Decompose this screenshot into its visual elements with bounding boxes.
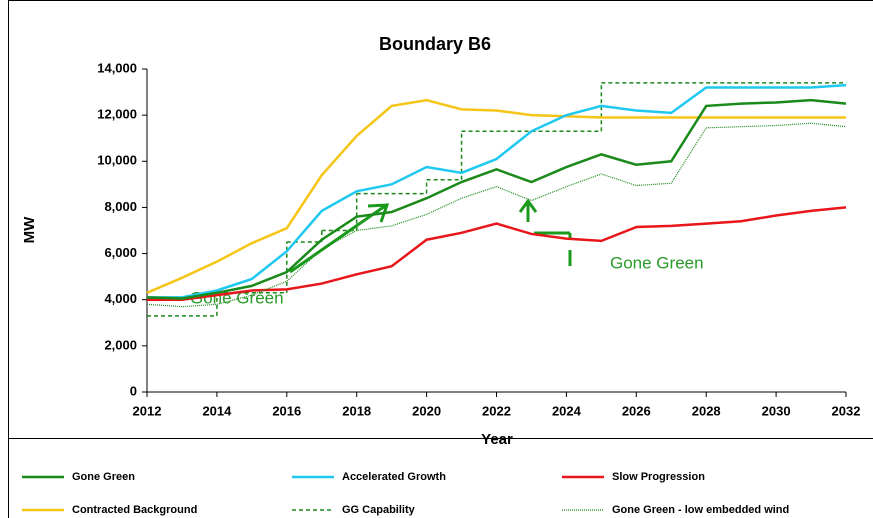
x-tick-label: 2030 [762,403,791,418]
y-tick-label: 2,000 [104,337,137,352]
series-line [146,98,847,300]
legend-label: Contracted Background [72,504,197,516]
x-tick-label: 2032 [832,403,861,418]
y-axis-label: MW [21,216,38,243]
x-tick-label: 2014 [202,403,232,418]
chart-frame [8,0,873,439]
x-tick-label: 2026 [622,403,651,418]
x-tick-label: 2022 [482,403,511,418]
y-tick-label: 0 [130,383,137,398]
x-tick-label: 2028 [692,403,721,418]
y-tick-label: 6,000 [104,245,137,260]
y-tick-label: 8,000 [104,199,137,214]
x-axis-label: Year [481,431,513,448]
series-line [146,122,847,308]
legend-frame [8,438,873,518]
x-tick-label: 2016 [272,403,301,418]
legend-label: Gone Green [72,471,135,483]
legend-label: Gone Green - low embedded wind [612,504,789,516]
y-tick-label: 4,000 [104,291,137,306]
y-tick-label: 12,000 [97,107,137,122]
chart-title: Boundary B6 [379,34,491,54]
y-tick-label: 14,000 [97,60,137,75]
series-line [146,98,846,294]
legend-label: Slow Progression [612,471,705,483]
annotation: Gone Green [610,253,704,272]
y-tick-label: 10,000 [97,153,137,168]
legend-label: GG Capability [342,504,416,516]
legend-label: Accelerated Growth [342,471,446,483]
x-tick-label: 2024 [552,403,582,418]
series-line [147,83,847,299]
x-tick-label: 2018 [342,403,371,418]
annotation-arrows [289,198,572,274]
x-tick-label: 2020 [412,403,441,418]
x-tick-label: 2012 [133,403,162,418]
